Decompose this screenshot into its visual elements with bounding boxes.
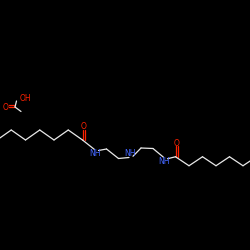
Text: NH: NH <box>124 148 136 158</box>
Text: OH: OH <box>20 94 31 103</box>
Text: NH: NH <box>158 157 170 166</box>
Text: O: O <box>174 138 180 147</box>
Text: NH: NH <box>89 149 101 158</box>
Text: O: O <box>80 122 86 131</box>
Text: O: O <box>2 102 8 112</box>
